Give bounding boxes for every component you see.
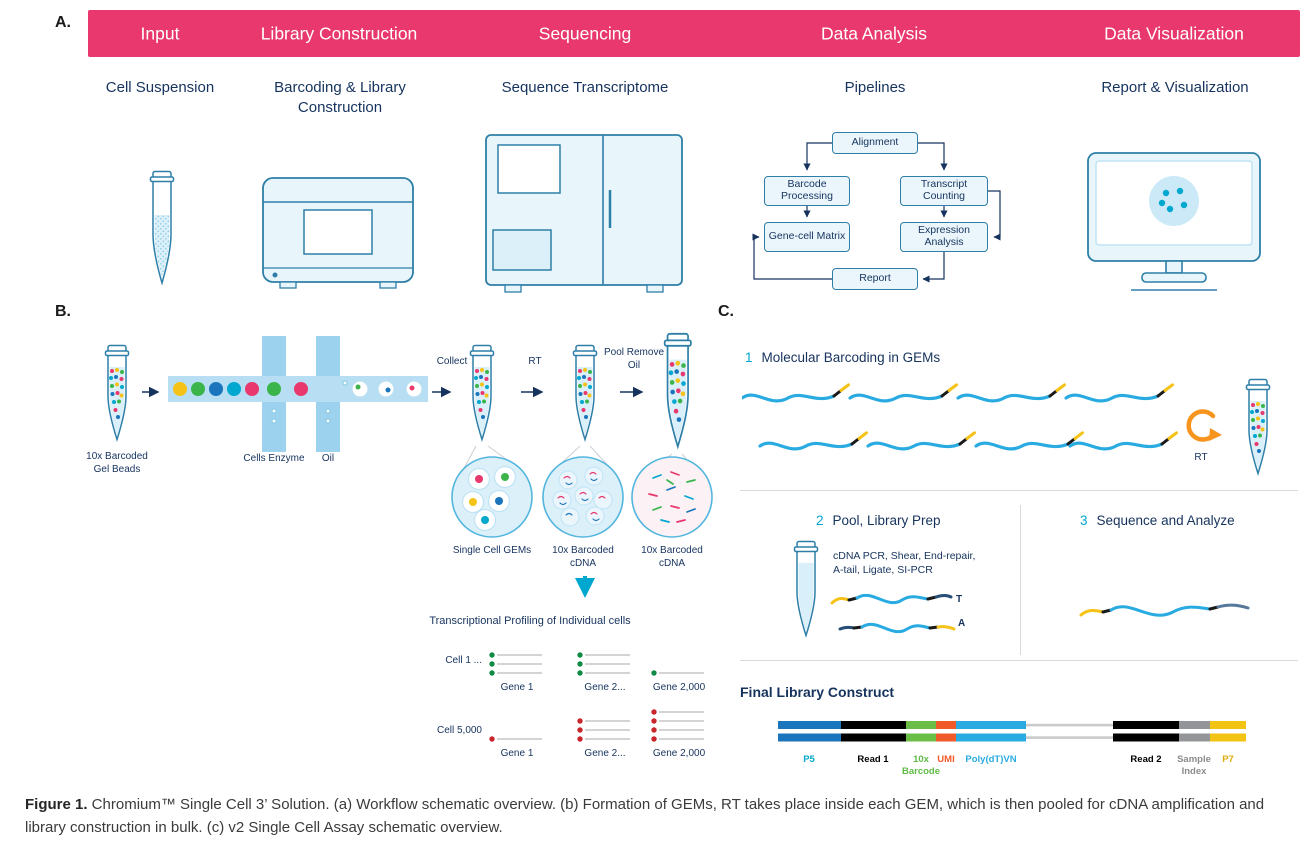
pipeline-node-gene-cell-matrix: Gene-cell Matrix <box>764 222 850 252</box>
pipeline-node-alignment: Alignment <box>832 132 918 154</box>
segment-label-p5: P5 <box>803 754 815 765</box>
single-cell-gems-label: Single Cell GEMs <box>452 545 532 556</box>
step3-number: 3 <box>1080 513 1088 528</box>
subtitle-sequence-transcriptome: Sequence Transcriptome <box>501 79 669 96</box>
cell-suspension-tube-icon <box>149 170 175 286</box>
matrix-col-gene2000-row2: Gene 2,000 <box>652 748 706 759</box>
library-strands-graphic <box>830 594 956 633</box>
segment-label-umi: UMI <box>937 754 955 765</box>
panel-a-label: A. <box>55 14 71 31</box>
barcoded-cdna-label-1: 10x Barcoded cDNA <box>552 545 614 569</box>
a-overhang-label: A <box>958 618 966 629</box>
oil-label: Oil <box>321 453 335 464</box>
banner-stage-library-construction: Library Construction <box>260 23 418 43</box>
matrix-col-gene1-row2: Gene 1 <box>500 748 534 759</box>
step3-header: 3 Sequence and Analyze <box>1080 513 1235 528</box>
final-library-construct-title: Final Library Construct <box>740 684 895 700</box>
subtitle-cell-suspension: Cell Suspension <box>105 79 215 96</box>
banner-stage-data-visualization: Data Visualization <box>1104 23 1244 43</box>
step3-title: Sequence and Analyze <box>1096 513 1235 528</box>
step2-number: 2 <box>816 513 824 528</box>
step2-title: Pool, Library Prep <box>832 513 941 528</box>
subtitle-pipelines: Pipelines <box>844 79 906 96</box>
matrix-row-label-cell1: Cell 1 ... <box>445 655 482 666</box>
expression-plot-cell5000-gene1 <box>489 736 542 742</box>
matrix-col-gene1-row1: Gene 1 <box>500 682 534 693</box>
banner-stage-input: Input <box>140 23 180 43</box>
cells-enzyme-label: Cells Enzyme <box>243 453 305 464</box>
pipeline-arrows <box>752 142 1001 283</box>
divider-step1 <box>740 490 1298 491</box>
pooled-cdna-circle <box>631 456 713 538</box>
chromium-instrument-icon <box>262 177 414 289</box>
step1-number: 1 <box>745 350 753 365</box>
figure-caption-prefix: Figure 1. <box>25 796 88 813</box>
barcoded-cdna-gems-circle <box>542 456 624 538</box>
pipeline-node-barcode-processing: Barcode Processing <box>764 176 850 206</box>
pipeline-node-expression-analysis: Expression Analysis <box>900 222 988 252</box>
barcoded-cdna-label-2: 10x Barcoded cDNA <box>641 545 703 569</box>
single-cell-gems-circle <box>451 456 533 538</box>
matrix-col-gene2-row2: Gene 2... <box>584 748 626 759</box>
pipeline-node-transcript-counting: Transcript Counting <box>900 176 988 206</box>
segment-label-polydt: Poly(dT)VN <box>965 754 1017 765</box>
profiling-title: Transcriptional Profiling of Individual … <box>429 615 631 627</box>
segment-label-read2: Read 2 <box>1130 754 1162 765</box>
rt-assay-label: RT <box>1194 452 1208 463</box>
collect-tube-icon <box>462 344 502 444</box>
rt-step-label: RT <box>528 356 542 367</box>
collect-label: Collect <box>436 356 468 367</box>
segment-label-10x-barcode: 10x Barcode <box>901 754 940 777</box>
subtitle-report-visualization: Report & Visualization <box>1101 79 1249 96</box>
panel-b-label: B. <box>55 303 71 320</box>
step2-header: 2 Pool, Library Prep <box>816 513 941 528</box>
panel-c-label: C. <box>718 303 734 320</box>
matrix-col-gene2000-row1: Gene 2,000 <box>652 682 706 693</box>
divider-vertical <box>1020 505 1021 655</box>
banner-stage-sequencing: Sequencing <box>538 23 632 43</box>
report-monitor-icon <box>1087 152 1261 291</box>
expression-plot-cell5000-gene2000 <box>651 709 704 742</box>
microfluidic-chip-icon <box>168 336 428 452</box>
divider-step2 <box>740 660 1298 661</box>
expression-plot-cell1-gene1 <box>489 652 542 676</box>
pipeline-node-report: Report <box>832 268 918 290</box>
subtitle-barcoding-library: Barcoding & Library Construction <box>274 79 406 117</box>
step1-header: 1 Molecular Barcoding in GEMs <box>745 350 940 365</box>
figure-caption-text: Chromium™ Single Cell 3’ Solution. (a) W… <box>25 796 1265 836</box>
library-prep-tube-icon <box>793 540 819 637</box>
final-library-construct-graphic <box>778 721 1246 742</box>
expression-plot-cell5000-gene2 <box>577 718 630 742</box>
pool-remove-oil-label: Pool Remove Oil <box>603 347 665 371</box>
banner-stage-data-analysis: Data Analysis <box>820 23 928 43</box>
gel-bead-tube-icon <box>97 344 137 444</box>
rt-arrow-icon <box>1186 409 1222 442</box>
assay-pooled-tube-icon <box>1238 378 1278 478</box>
segment-label-p7: P7 <box>1222 754 1234 765</box>
workflow-banner: Input Library Construction Sequencing Da… <box>88 10 1300 57</box>
matrix-row-label-cell5000: Cell 5,000 <box>436 725 482 736</box>
figure-caption: Figure 1. Chromium™ Single Cell 3’ Solut… <box>25 794 1289 839</box>
pooled-tube-icon <box>655 332 703 454</box>
expression-plot-cell1-gene2000 <box>651 670 704 676</box>
step1-title: Molecular Barcoding in GEMs <box>761 350 941 365</box>
matrix-col-gene2-row1: Gene 2... <box>584 682 626 693</box>
barcoded-transcripts-graphic <box>742 383 1178 451</box>
library-prep-steps-text: cDNA PCR, Shear, End-repair, A-tail, Lig… <box>833 550 976 577</box>
segment-label-read1: Read 1 <box>857 754 889 765</box>
expression-plot-cell1-gene2 <box>577 652 630 676</box>
rt-tube-icon <box>565 344 605 444</box>
analysis-pipeline-flowchart: Alignment Barcode Processing Transcript … <box>748 132 1006 294</box>
t-overhang-label: T <box>956 594 963 605</box>
gel-beads-label: 10x Barcoded Gel Beads <box>86 451 148 475</box>
sequencing-strand-graphic <box>1079 603 1250 617</box>
segment-label-sample-index: Sample Index <box>1177 754 1211 777</box>
sequencer-icon <box>485 134 683 293</box>
